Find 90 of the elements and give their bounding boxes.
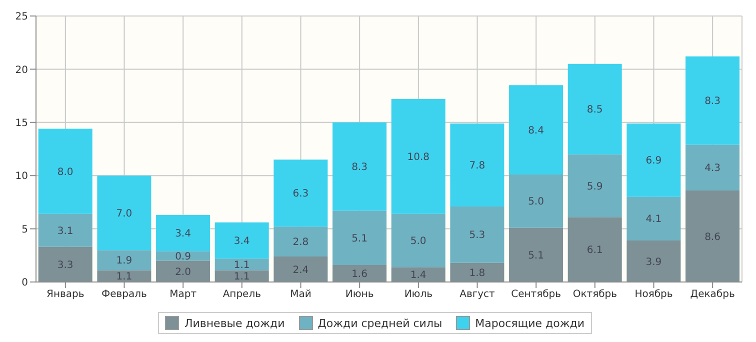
x-tick-label: Июль bbox=[404, 289, 433, 300]
x-tick-label: Февраль bbox=[102, 289, 148, 300]
y-tick-label: 10 bbox=[15, 171, 28, 182]
data-label: 7.0 bbox=[116, 208, 132, 220]
x-tick-label: Июнь bbox=[345, 289, 374, 300]
bar bbox=[38, 128, 92, 214]
data-label: 6.9 bbox=[646, 156, 662, 167]
data-label: 4.1 bbox=[646, 214, 662, 226]
data-label: 8.5 bbox=[586, 104, 603, 116]
x-tick-label: Март bbox=[170, 289, 197, 300]
legend-label: Дожди средней силы bbox=[316, 316, 442, 330]
data-label: 3.1 bbox=[57, 226, 74, 237]
data-label: 10.8 bbox=[407, 152, 430, 163]
bar bbox=[391, 267, 446, 282]
bar bbox=[156, 260, 210, 282]
bar bbox=[686, 190, 740, 282]
data-label: 5.0 bbox=[410, 236, 426, 248]
data-label: 1.8 bbox=[469, 268, 486, 279]
data-label: 3.3 bbox=[57, 260, 74, 271]
x-tick-label: Январь bbox=[46, 289, 84, 300]
data-label: 1.6 bbox=[352, 269, 368, 280]
x-tick-label: Октябрь bbox=[572, 289, 618, 300]
bar bbox=[568, 64, 622, 154]
bar bbox=[38, 246, 92, 282]
bar bbox=[450, 262, 504, 282]
data-label: 6.1 bbox=[586, 245, 603, 256]
bar bbox=[509, 85, 564, 175]
data-label: 1.1 bbox=[116, 272, 132, 283]
y-tick-label: 5 bbox=[22, 224, 28, 236]
data-label: 5.1 bbox=[352, 233, 368, 244]
data-label: 1.1 bbox=[234, 272, 250, 283]
y-tick-label: 25 bbox=[15, 12, 28, 23]
x-tick-label: Декабрь bbox=[690, 289, 735, 300]
bar bbox=[686, 56, 740, 145]
data-label: 8.6 bbox=[704, 232, 720, 243]
x-tick-label: Апрель bbox=[222, 289, 262, 300]
bar bbox=[509, 228, 564, 282]
bar bbox=[274, 160, 328, 227]
bar bbox=[97, 250, 152, 270]
data-label: 8.3 bbox=[352, 162, 368, 174]
x-tick-label: Сентябрь bbox=[511, 289, 562, 300]
x-tick-label: Август bbox=[460, 289, 496, 300]
bar bbox=[97, 176, 152, 250]
bar bbox=[686, 144, 740, 190]
data-label: 0.9 bbox=[175, 251, 191, 262]
bar bbox=[568, 154, 622, 218]
data-label: 1.4 bbox=[410, 270, 426, 282]
bar bbox=[450, 206, 504, 263]
bar bbox=[450, 123, 504, 206]
bar bbox=[332, 122, 387, 211]
bar bbox=[38, 214, 92, 247]
data-label: 4.3 bbox=[704, 163, 720, 174]
data-label: 1.1 bbox=[234, 260, 250, 271]
data-label: 2.4 bbox=[292, 264, 309, 276]
data-label: 5.3 bbox=[469, 230, 486, 242]
data-label: 5.1 bbox=[528, 250, 544, 262]
bar bbox=[568, 217, 622, 282]
bar bbox=[214, 222, 269, 259]
y-tick-label: 20 bbox=[15, 64, 28, 76]
data-label: 8.3 bbox=[704, 96, 720, 108]
y-tick-label: 0 bbox=[22, 278, 28, 289]
data-label: 2.8 bbox=[292, 237, 309, 248]
legend-label: Маросящие дожди bbox=[474, 316, 585, 330]
data-label: 7.8 bbox=[469, 160, 486, 172]
data-label: 5.9 bbox=[586, 181, 603, 192]
bar bbox=[332, 210, 387, 265]
bar bbox=[391, 98, 446, 214]
bar bbox=[509, 174, 564, 228]
x-tick-label: Май bbox=[290, 289, 312, 300]
data-label: 8.0 bbox=[57, 166, 74, 178]
bar bbox=[274, 256, 328, 282]
bar bbox=[391, 214, 446, 268]
bar bbox=[332, 264, 387, 282]
bar bbox=[626, 196, 681, 241]
data-label: 3.9 bbox=[646, 256, 662, 268]
data-label: 2.0 bbox=[175, 266, 191, 278]
data-label: 1.9 bbox=[116, 256, 132, 267]
x-tick-label: Ноябрь bbox=[634, 289, 673, 300]
data-label: 3.4 bbox=[175, 228, 191, 240]
bar bbox=[274, 226, 328, 256]
legend-label: Ливневые дожди bbox=[183, 316, 285, 330]
data-label: 6.3 bbox=[292, 188, 309, 200]
bar bbox=[214, 258, 269, 270]
data-label: 8.4 bbox=[528, 125, 544, 136]
bar bbox=[626, 240, 681, 282]
data-label: 3.4 bbox=[234, 236, 250, 248]
y-tick-label: 15 bbox=[15, 118, 28, 129]
data-label: 5.0 bbox=[528, 196, 544, 208]
bar bbox=[626, 123, 681, 197]
bar bbox=[156, 214, 210, 252]
